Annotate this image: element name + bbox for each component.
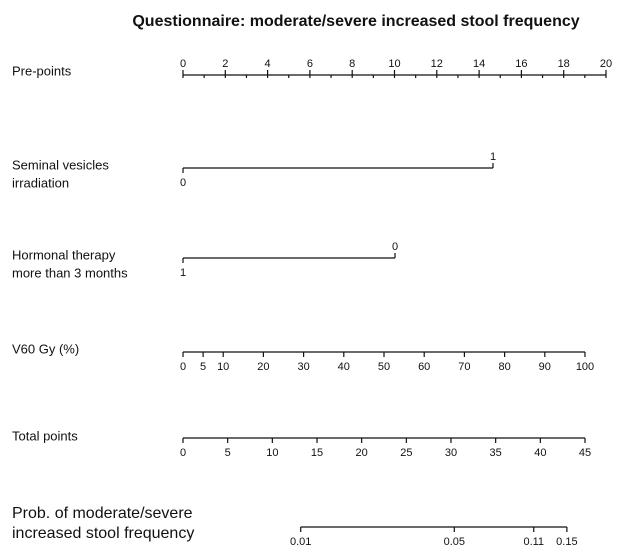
axis-label: more than 3 months	[12, 265, 128, 280]
tick-label: 18	[558, 58, 570, 70]
tick-label: 60	[418, 361, 430, 373]
chart-title: Questionnaire: moderate/severe increased…	[132, 13, 579, 30]
tick-label: 8	[349, 58, 355, 70]
tick-label: 1	[180, 267, 186, 279]
tick-label: 2	[222, 58, 228, 70]
tick-label: 4	[265, 58, 271, 70]
tick-label: 16	[515, 58, 527, 70]
tick-label: 25	[400, 447, 412, 459]
tick-label: 30	[297, 361, 309, 373]
tick-label: 20	[356, 447, 368, 459]
tick-label: 35	[490, 447, 502, 459]
tick-label: 30	[445, 447, 457, 459]
tick-label: 0.01	[290, 536, 311, 547]
tick-label: 0	[180, 177, 186, 189]
axis-label: Prob. of moderate/severe	[12, 505, 193, 522]
tick-label: 5	[225, 447, 231, 459]
tick-label: 6	[307, 58, 313, 70]
tick-label: 14	[473, 58, 485, 70]
axis-label: increased stool frequency	[12, 525, 194, 542]
tick-label: 40	[338, 361, 350, 373]
tick-label: 45	[579, 447, 591, 459]
tick-label: 40	[534, 447, 546, 459]
axis-label: V60 Gy (%)	[12, 341, 79, 356]
tick-label: 90	[539, 361, 551, 373]
tick-label: 15	[311, 447, 323, 459]
axis-label: irradiation	[12, 175, 69, 190]
tick-label: 0	[392, 241, 398, 253]
tick-label: 0	[180, 447, 186, 459]
tick-label: 5	[200, 361, 206, 373]
tick-label: 0.05	[444, 536, 465, 547]
tick-label: 0	[180, 361, 186, 373]
tick-label: 10	[217, 361, 229, 373]
tick-label: 20	[600, 58, 612, 70]
tick-label: 70	[458, 361, 470, 373]
tick-label: 10	[388, 58, 400, 70]
tick-label: 50	[378, 361, 390, 373]
axis-label: Pre-points	[12, 63, 72, 78]
tick-label: 0.15	[556, 536, 577, 547]
tick-label: 0	[180, 58, 186, 70]
axis-label: Total points	[12, 428, 78, 443]
tick-label: 20	[257, 361, 269, 373]
tick-label: 80	[498, 361, 510, 373]
axis-label: Seminal vesicles	[12, 157, 109, 172]
tick-label: 1	[490, 151, 496, 163]
tick-label: 12	[431, 58, 443, 70]
axis-label: Hormonal therapy	[12, 247, 116, 262]
tick-label: 10	[266, 447, 278, 459]
tick-label: 100	[576, 361, 594, 373]
tick-label: 0.11	[523, 536, 544, 547]
